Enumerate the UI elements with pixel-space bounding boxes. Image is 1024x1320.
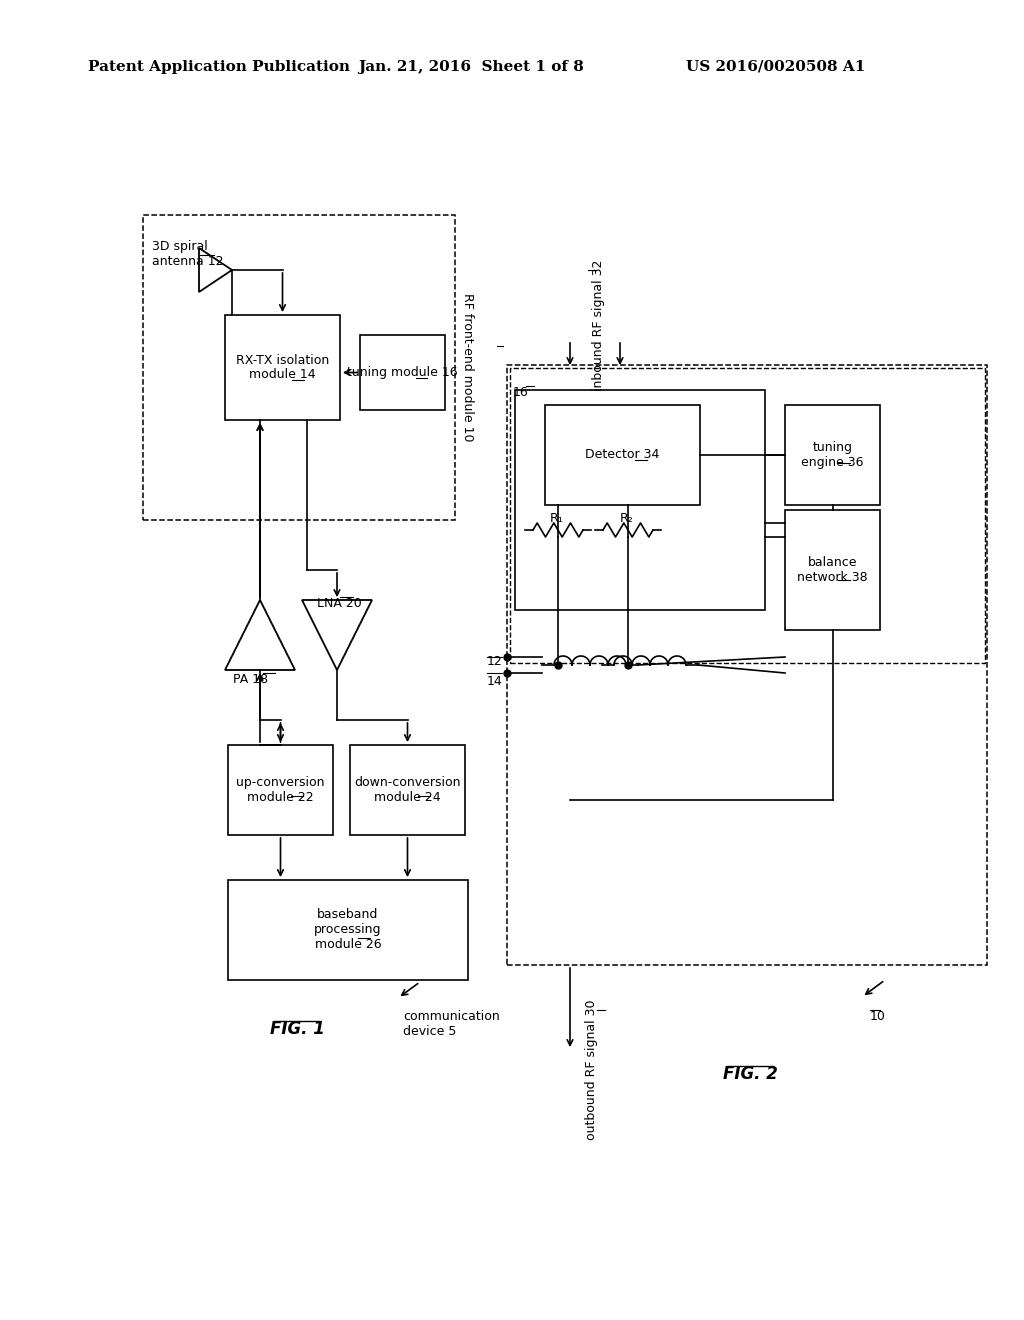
Text: balance
network 38: balance network 38 (798, 556, 867, 583)
Text: inbound RF signal 32: inbound RF signal 32 (592, 260, 605, 391)
Bar (225, 315, 340, 420)
Text: FIG. 2: FIG. 2 (723, 1065, 777, 1082)
Text: R₁: R₁ (550, 512, 564, 525)
Text: LNA 20: LNA 20 (317, 597, 361, 610)
Text: RF front-end module 10: RF front-end module 10 (461, 293, 473, 442)
Text: 12: 12 (486, 655, 502, 668)
Text: FIG. 1: FIG. 1 (269, 1020, 325, 1038)
Text: communication
device 5: communication device 5 (403, 1010, 500, 1038)
Text: Jan. 21, 2016  Sheet 1 of 8: Jan. 21, 2016 Sheet 1 of 8 (358, 59, 584, 74)
Bar (228, 880, 468, 979)
Text: US 2016/0020508 A1: US 2016/0020508 A1 (686, 59, 865, 74)
Bar (360, 335, 445, 411)
Bar (350, 744, 465, 836)
Text: 10: 10 (870, 1010, 886, 1023)
Bar (515, 389, 765, 610)
Text: tuning module 16: tuning module 16 (347, 366, 458, 379)
Text: PA 18: PA 18 (233, 673, 268, 686)
Bar (785, 405, 880, 506)
Text: R₂: R₂ (620, 512, 634, 525)
Text: tuning
engine 36: tuning engine 36 (801, 441, 864, 469)
Text: 3D spiral
antenna 12: 3D spiral antenna 12 (152, 240, 223, 268)
Bar (785, 510, 880, 630)
Bar (507, 366, 987, 965)
Bar (510, 368, 985, 663)
Bar (545, 405, 700, 506)
Text: 16: 16 (513, 385, 528, 399)
Text: Patent Application Publication: Patent Application Publication (88, 59, 350, 74)
Text: outbound RF signal 30: outbound RF signal 30 (585, 1001, 598, 1140)
Bar (143, 215, 455, 520)
Text: baseband
processing
module 26: baseband processing module 26 (314, 908, 382, 952)
Text: up-conversion
module 22: up-conversion module 22 (237, 776, 325, 804)
Text: RX-TX isolation
module 14: RX-TX isolation module 14 (236, 354, 329, 381)
Text: 14: 14 (486, 675, 502, 688)
Bar (228, 744, 333, 836)
Text: down-conversion
module 24: down-conversion module 24 (354, 776, 461, 804)
Text: Detector 34: Detector 34 (586, 449, 659, 462)
